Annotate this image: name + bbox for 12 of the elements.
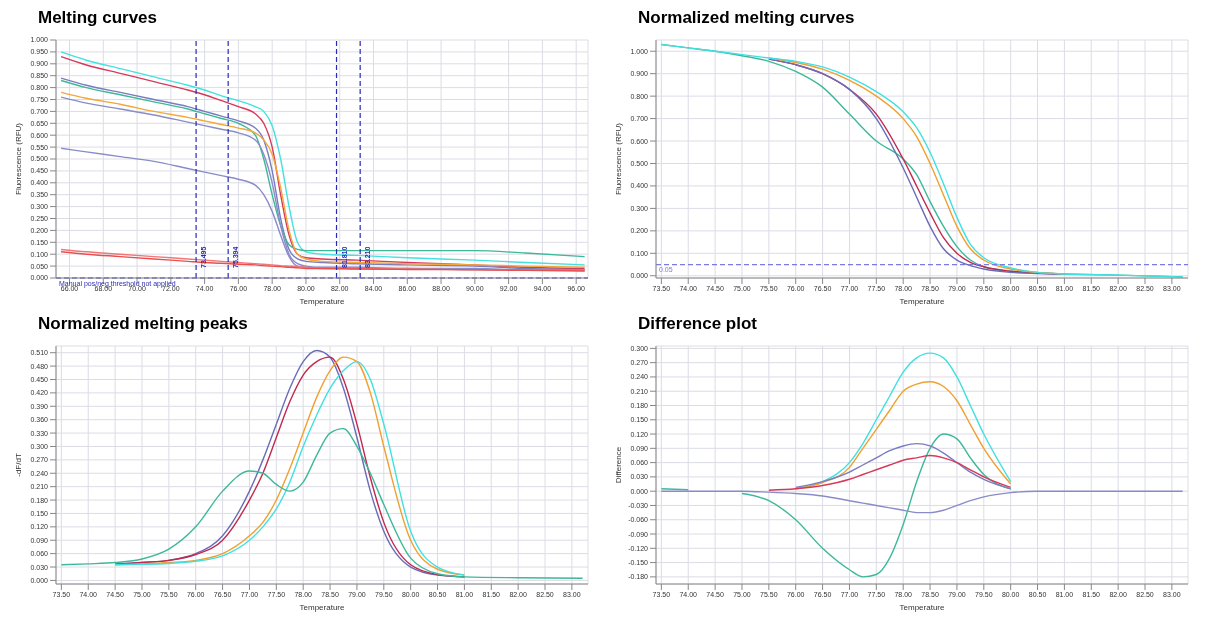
y-axis-title: Fluorescence (RFU) [13,122,23,196]
chart-title: Difference plot [637,314,759,335]
x-axis-title: Temperature [299,603,345,612]
x-axis-title: Temperature [899,297,945,306]
x-axis-title: Temperature [899,603,945,612]
y-axis-title: Fluorescence (RFU) [613,122,623,196]
y-axis-title: -dF/dT [13,453,23,477]
x-axis-title: Temperature [299,297,345,306]
chart-title: Melting curves [37,8,159,29]
chart-title: Normalized melting curves [637,8,856,29]
y-axis-title: Difference [613,446,623,484]
chart-title: Normalized melting peaks [37,314,249,335]
